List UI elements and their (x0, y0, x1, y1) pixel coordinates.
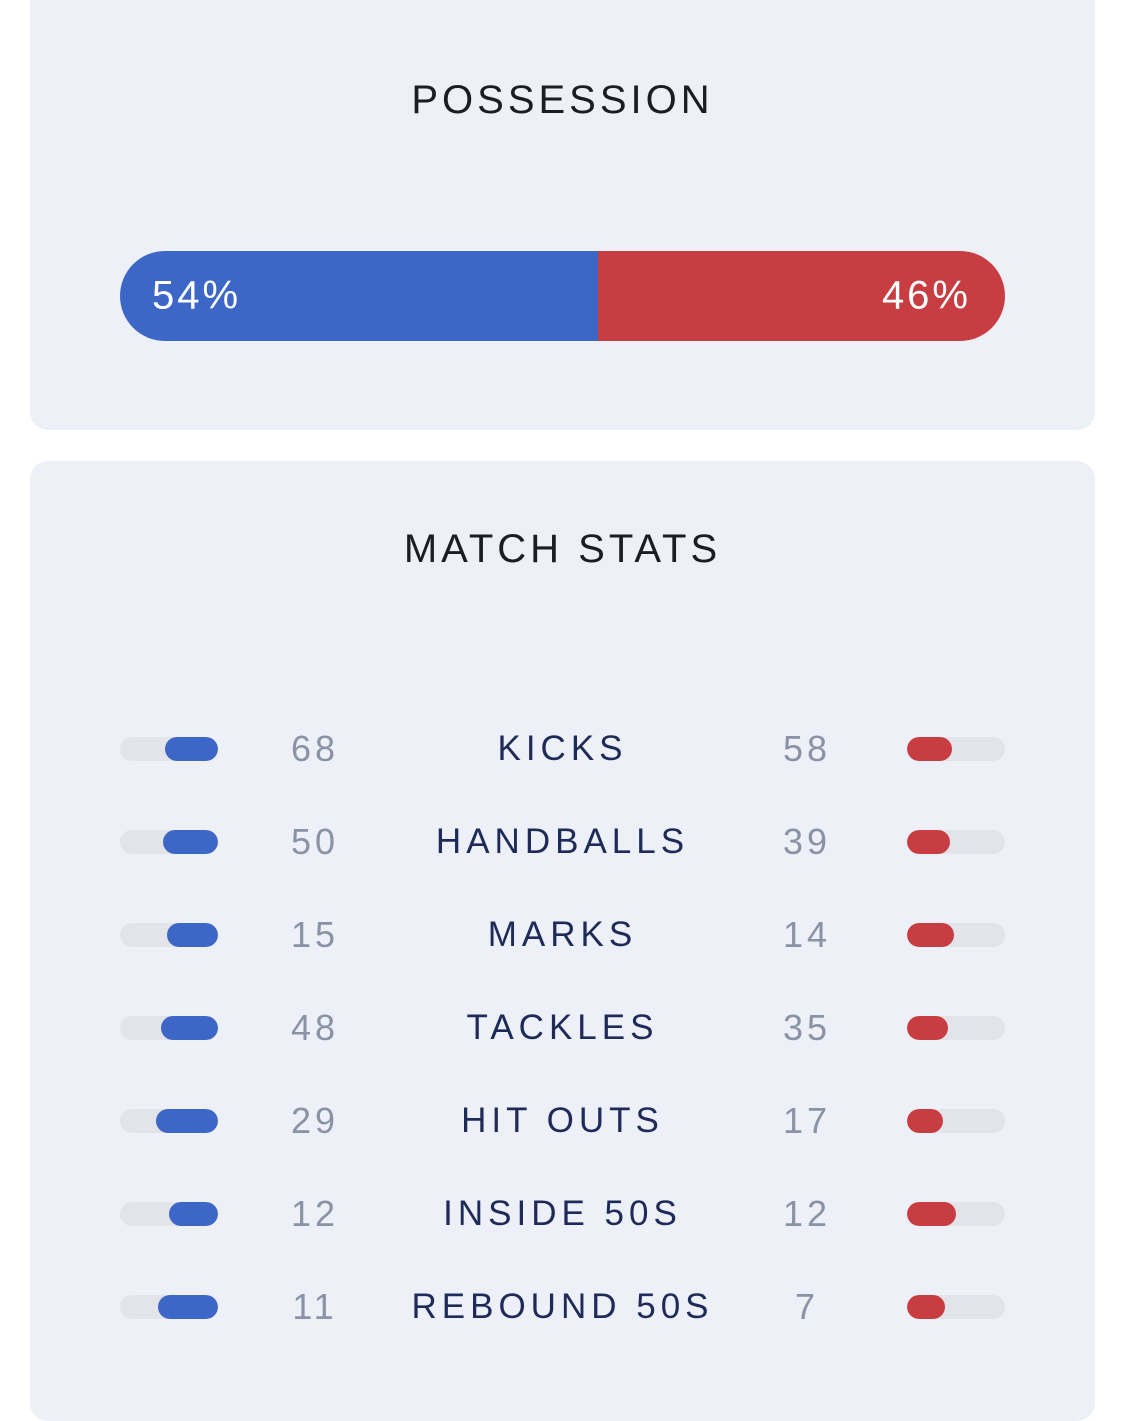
stat-row-handballs: 50 HANDBALLS 39 (30, 796, 1095, 889)
home-stat-bar (120, 1016, 218, 1040)
stat-row-marks: 15 MARKS 14 (30, 889, 1095, 982)
away-stat-fill (907, 737, 953, 761)
away-stat-fill (907, 923, 955, 947)
away-stat-fill (907, 1295, 946, 1319)
away-stat-bar (907, 923, 1005, 947)
away-stat-fill (907, 1202, 956, 1226)
away-stat-fill (907, 1016, 949, 1040)
possession-card: POSSESSION 54% 46% (30, 0, 1095, 430)
home-stat-fill (161, 1016, 218, 1040)
away-stat-fill (907, 1109, 944, 1133)
home-stat-fill (167, 923, 218, 947)
possession-away-segment: 46% (597, 251, 1005, 341)
home-stat-fill (169, 1202, 218, 1226)
home-stat-fill (165, 737, 218, 761)
home-stat-bar (120, 923, 218, 947)
away-stat-value: 58 (782, 728, 832, 769)
possession-title: POSSESSION (411, 78, 714, 122)
away-stat-fill (907, 830, 951, 854)
stat-label: TACKLES (466, 1008, 659, 1047)
home-stat-bar (120, 1295, 218, 1319)
away-stat-value: 12 (782, 1193, 832, 1234)
home-stat-value: 12 (290, 1193, 340, 1234)
away-stat-bar (907, 737, 1005, 761)
away-stat-value: 17 (782, 1100, 832, 1141)
home-stat-bar (120, 737, 218, 761)
stat-row-inside-50s: 12 INSIDE 50S 12 (30, 1168, 1095, 1261)
away-stat-bar (907, 830, 1005, 854)
stat-label: REBOUND 50S (411, 1287, 714, 1326)
away-stat-value: 14 (782, 914, 832, 955)
stat-label: INSIDE 50S (443, 1194, 682, 1233)
away-stat-bar (907, 1109, 1005, 1133)
away-stat-bar (907, 1202, 1005, 1226)
stat-row-kicks: 68 KICKS 58 (30, 703, 1095, 796)
stat-row-tackles: 48 TACKLES 35 (30, 982, 1095, 1075)
home-stat-fill (156, 1109, 218, 1133)
away-stat-bar (907, 1295, 1005, 1319)
home-stat-value: 15 (290, 914, 340, 955)
away-stat-value: 35 (782, 1007, 832, 1048)
stat-row-hit-outs: 29 HIT OUTS 17 (30, 1075, 1095, 1168)
home-stat-bar (120, 830, 218, 854)
match-stats-card: MATCH STATS 68 KICKS 58 50 HANDBALLS 39 … (30, 461, 1095, 1421)
home-stat-value: 68 (290, 728, 340, 769)
home-stat-value: 11 (292, 1286, 338, 1327)
stat-label: KICKS (497, 729, 628, 768)
stat-row-rebound-50s: 11 REBOUND 50S 7 (30, 1261, 1095, 1354)
possession-bar: 54% 46% (120, 251, 1005, 341)
home-stat-bar (120, 1109, 218, 1133)
away-stat-value: 7 (794, 1286, 820, 1327)
away-stat-bar (907, 1016, 1005, 1040)
home-stat-fill (158, 1295, 218, 1319)
home-stat-value: 29 (290, 1100, 340, 1141)
away-stat-value: 39 (782, 821, 832, 862)
match-stats-title: MATCH STATS (403, 527, 722, 571)
stat-label: HANDBALLS (435, 822, 690, 861)
stat-label: HIT OUTS (461, 1101, 664, 1140)
stat-label: MARKS (487, 915, 638, 954)
possession-home-percent: 54% (152, 273, 242, 318)
possession-away-percent: 46% (881, 273, 971, 318)
home-stat-value: 48 (290, 1007, 340, 1048)
home-stat-value: 50 (290, 821, 340, 862)
home-stat-bar (120, 1202, 218, 1226)
possession-home-segment: 54% (120, 251, 598, 341)
match-stats-list: 68 KICKS 58 50 HANDBALLS 39 15 MARKS 14 … (30, 703, 1095, 1354)
home-stat-fill (163, 830, 218, 854)
